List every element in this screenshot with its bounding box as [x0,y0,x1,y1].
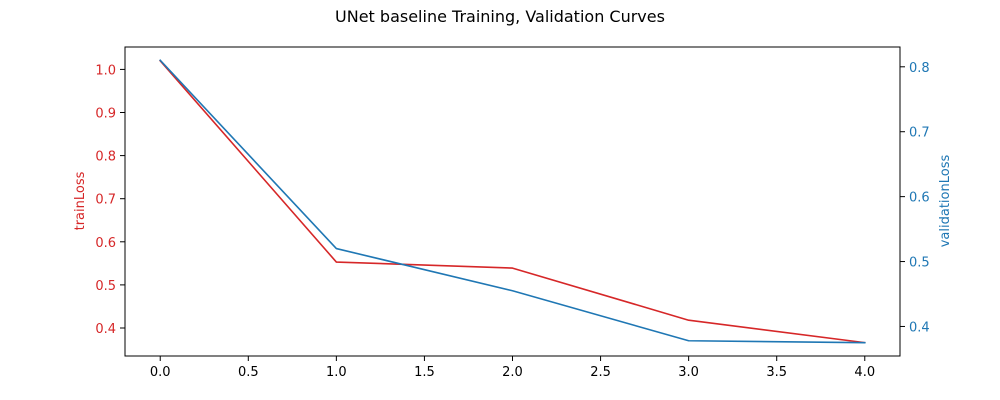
x-tick-label: 3.5 [766,365,787,380]
chart-title: UNet baseline Training, Validation Curve… [335,7,665,26]
right-y-tick-label: 0.8 [909,61,930,76]
series-line-validationLoss [159,59,866,344]
x-tick-label: 2.5 [590,365,611,380]
left-y-tick-label: 0.5 [95,279,116,294]
right-y-axis: 0.4 0.5 0.6 0.7 0.8 [900,61,930,335]
plot-frame [124,46,901,357]
left-y-tick-label: 0.4 [95,322,116,337]
left-y-axis: 0.4 0.5 0.6 0.7 0.8 0.9 1.0 [95,63,125,337]
x-tick-label: 4.0 [854,365,875,380]
right-y-tick-label: 0.6 [909,191,930,206]
left-y-tick-label: 0.8 [95,150,116,165]
x-tick-label: 3.0 [678,365,699,380]
left-y-tick-label: 0.7 [95,193,116,208]
left-y-tick-label: 0.9 [95,107,116,122]
x-tick-label: 1.5 [414,365,435,380]
x-tick-label: 0.0 [150,365,171,380]
x-axis: 0.0 0.5 1.0 1.5 2.0 2.5 3.0 3.5 4.0 [150,356,875,380]
right-axis-label: validationLoss [938,155,953,248]
series-line-trainLoss [159,59,866,344]
right-y-tick-label: 0.7 [909,126,930,141]
left-y-tick-label: 1.0 [95,63,116,78]
x-tick-label: 0.5 [238,365,259,380]
left-axis-label: trainLoss [73,171,88,230]
series-layer [159,59,866,344]
left-y-tick-label: 0.6 [95,236,116,251]
x-tick-label: 1.0 [326,365,347,380]
right-y-tick-label: 0.4 [909,320,930,335]
right-y-tick-label: 0.5 [909,256,930,271]
x-tick-label: 2.0 [502,365,523,380]
